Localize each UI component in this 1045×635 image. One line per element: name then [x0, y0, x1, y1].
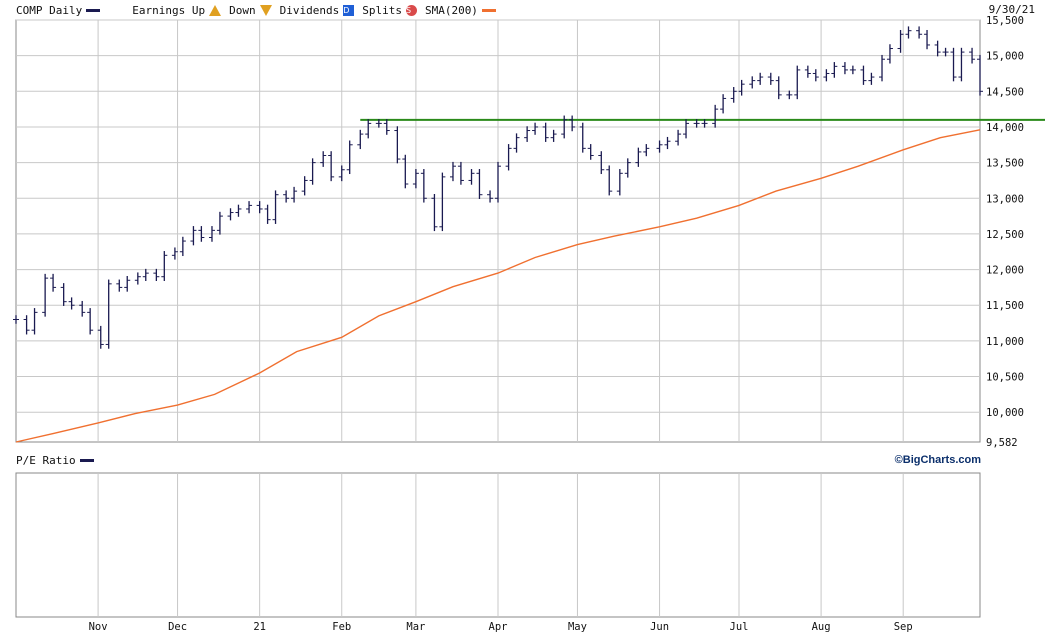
chart-date: 9/30/21 — [988, 3, 1035, 16]
x-tick-label: Feb — [332, 621, 351, 633]
x-tick-label: Jul — [730, 621, 749, 633]
x-tick-label: Aug — [812, 621, 831, 633]
symbol-label: COMP Daily — [16, 3, 83, 17]
y-tick-label: 13,500 — [986, 158, 1024, 170]
earnings-down-icon — [259, 4, 272, 16]
x-tick-label: Apr — [489, 621, 508, 633]
x-tick-label: Sep — [894, 621, 913, 633]
x-tick-label: Nov — [89, 621, 108, 633]
pe-ratio-label: P/E Ratio — [16, 454, 76, 467]
x-tick-label: 21 — [253, 621, 266, 633]
y-tick-label: 11,500 — [986, 300, 1024, 312]
y-tick-label: 14,000 — [986, 122, 1024, 134]
y-tick-label: 12,000 — [986, 265, 1024, 277]
y-tick-label: 11,000 — [986, 336, 1024, 348]
x-tick-label: Dec — [168, 621, 187, 633]
earnings-up-label: Earnings Up — [132, 3, 206, 17]
splits-label: Splits — [362, 3, 402, 17]
sma-swatch-icon — [481, 8, 496, 12]
x-tick-label: Mar — [406, 621, 425, 633]
x-tick-label: Jun — [650, 621, 669, 633]
dividends-label: Dividends — [279, 3, 340, 17]
y-tick-label: 10,000 — [986, 407, 1024, 419]
earnings-down-label: Down — [229, 3, 256, 17]
earnings-up-icon — [209, 4, 222, 16]
y-tick-label: 9,582 — [986, 437, 1018, 449]
chart-legend: COMP Daily Earnings Up Down Dividends D … — [16, 2, 496, 18]
dividend-icon: D — [343, 4, 355, 16]
sma-200-line — [15, 129, 981, 443]
x-tick-label: May — [568, 621, 587, 633]
sma-label: SMA(200) — [424, 3, 478, 17]
y-tick-label: 14,500 — [986, 86, 1024, 98]
y-tick-label: 12,500 — [986, 229, 1024, 241]
y-tick-label: 15,000 — [986, 51, 1024, 63]
pe-ratio-legend: P/E Ratio — [16, 454, 94, 467]
y-tick-label: 15,500 — [986, 15, 1024, 27]
price-swatch-icon — [86, 8, 101, 12]
copyright-label: ©BigCharts.com — [894, 454, 981, 466]
split-icon: S — [405, 4, 417, 16]
pe-swatch-icon — [79, 459, 94, 462]
y-tick-label: 13,000 — [986, 193, 1024, 205]
y-tick-label: 10,500 — [986, 372, 1024, 384]
